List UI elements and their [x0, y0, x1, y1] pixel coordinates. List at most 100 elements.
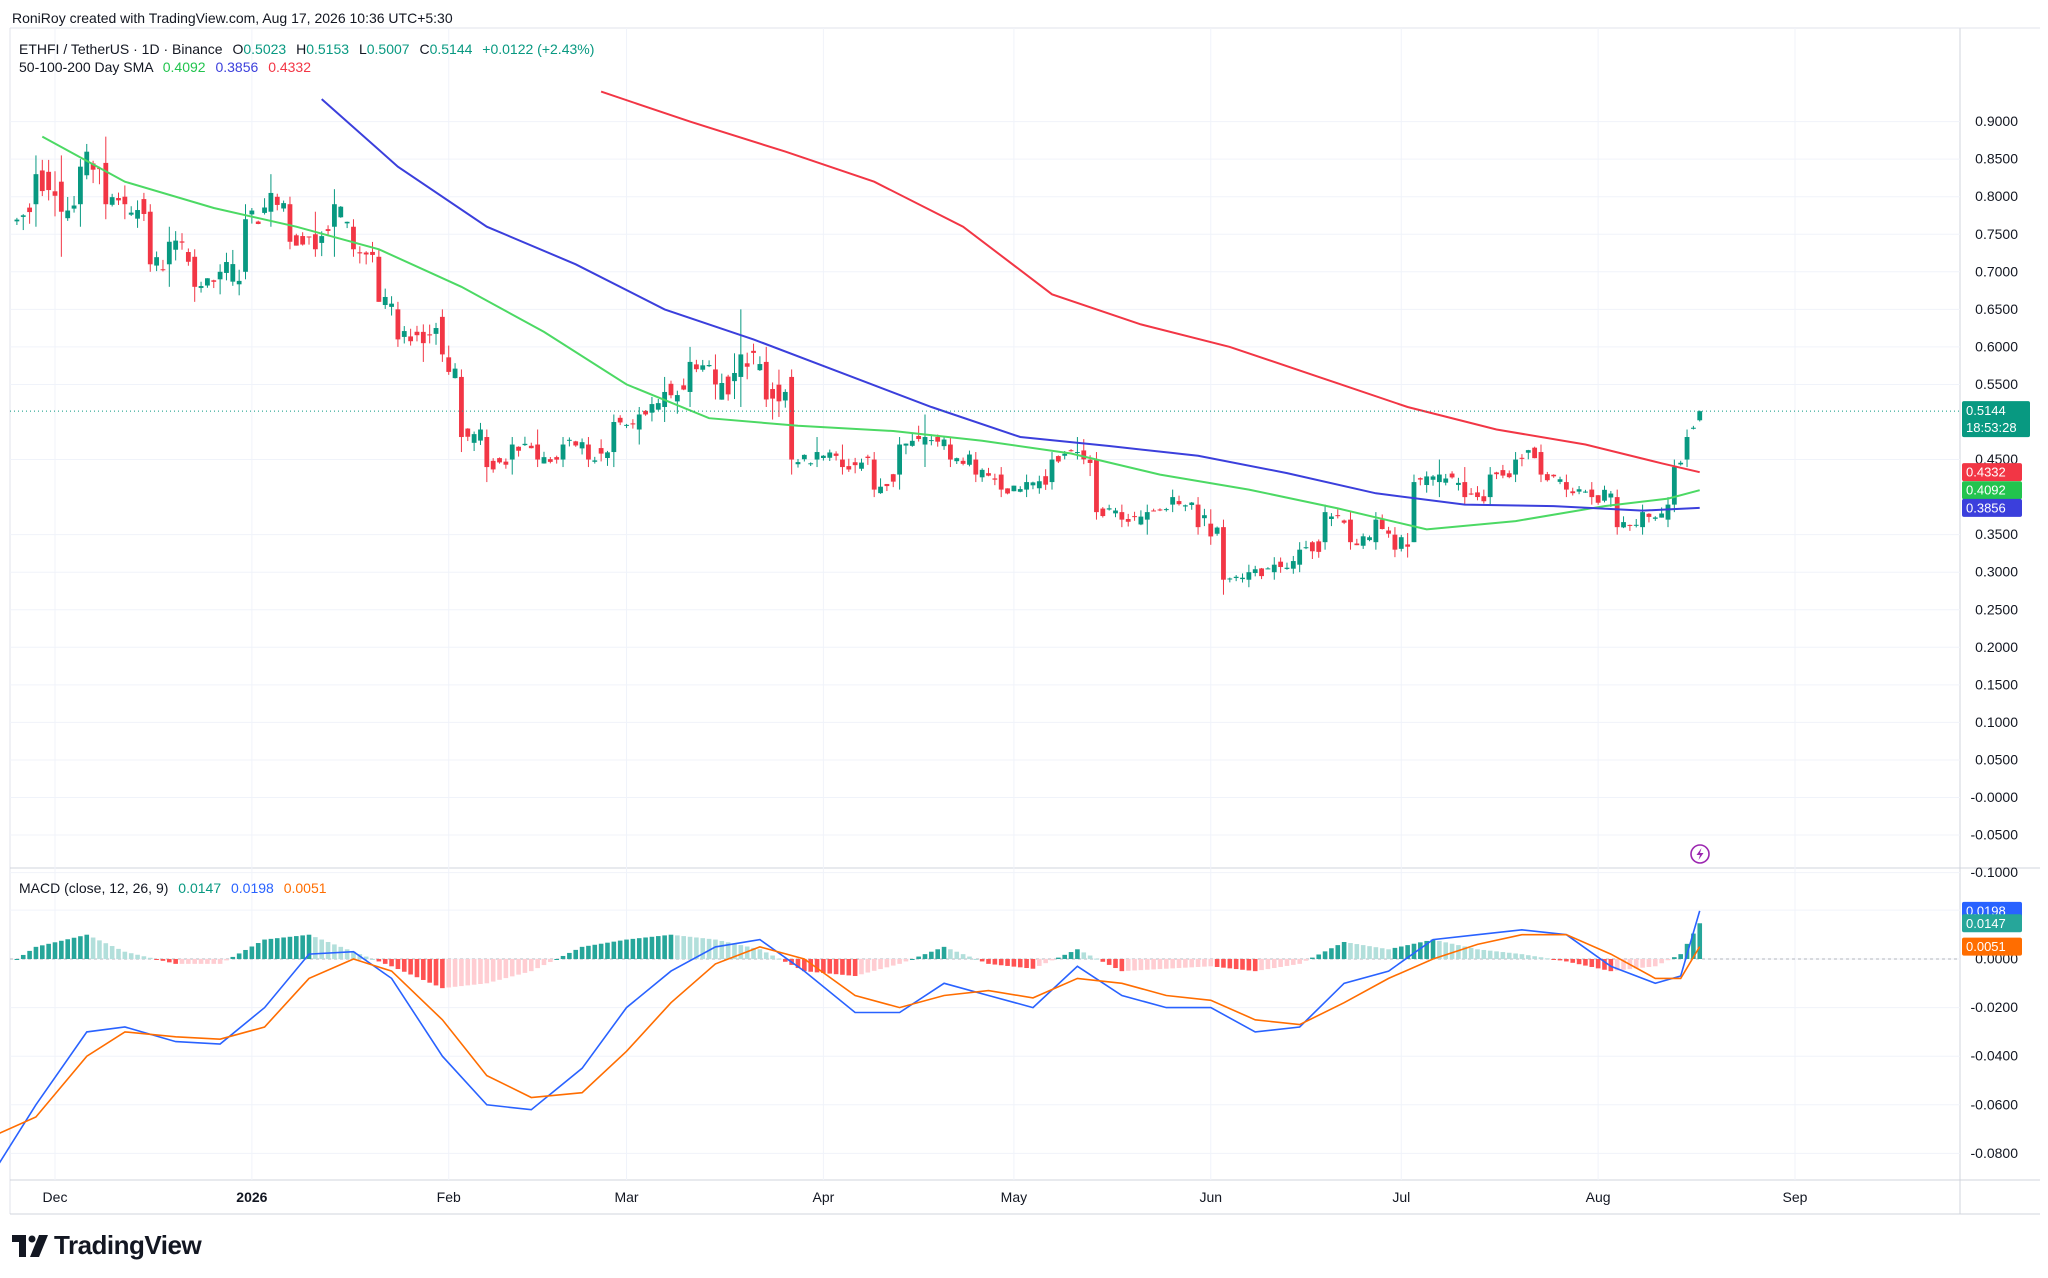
candle-body-up: [1240, 577, 1245, 580]
macd-hist-bar: [1589, 959, 1595, 967]
candle-body-up: [452, 368, 458, 379]
macd-hist-bar: [427, 959, 432, 983]
macd-hist-bar: [1551, 959, 1556, 960]
macd-hist-bar: [998, 959, 1004, 966]
macd-hist-bar: [1335, 945, 1341, 959]
macd-hist-bar: [1195, 959, 1201, 967]
candle-body-down: [420, 331, 426, 344]
price-tick-label: -0.0000: [1971, 789, 2019, 805]
macd-hist-bar: [909, 959, 915, 960]
macd-hist-bar: [922, 954, 928, 959]
candle-body-down: [992, 478, 998, 480]
macd-hist-bar: [1405, 945, 1410, 959]
candle-body-down: [1176, 501, 1182, 505]
candle-body-down: [27, 207, 32, 213]
candle-body-down: [713, 369, 718, 385]
countdown-label: 18:53:28: [1966, 420, 2017, 435]
candle-body-up: [878, 486, 883, 494]
macd-hist-bar: [1278, 959, 1283, 967]
macd-hist-bar: [770, 955, 775, 959]
candle-body-up: [1665, 504, 1671, 520]
candle-body-up: [782, 391, 788, 401]
candle-body-up: [128, 212, 134, 215]
candle-body-down: [871, 459, 877, 490]
macd-hist-bar: [567, 952, 572, 959]
macd-hist-bar: [59, 940, 64, 959]
macd-hist-bar: [440, 959, 445, 989]
candle-body-up: [135, 210, 140, 219]
macd-hist-bar: [954, 951, 960, 959]
macd-hist-bar: [122, 951, 128, 959]
macd-hist-bar: [675, 935, 680, 959]
macd-hist-bar: [694, 937, 699, 959]
macd-hist-bar: [1487, 950, 1493, 959]
candle-body-down: [1595, 495, 1601, 503]
lightning-bolt-shape: [1696, 848, 1704, 860]
macd-hist-bar: [1557, 959, 1563, 961]
time-tick-label: Jun: [1199, 1189, 1222, 1205]
macd-hist-bar: [1132, 959, 1137, 971]
candle-body-up: [173, 240, 179, 250]
candle-body-up: [605, 452, 610, 459]
macd-hist-bar: [484, 959, 490, 984]
macd-hist-bar: [1056, 957, 1061, 959]
candle-body-up: [71, 205, 77, 209]
candle-body-up: [706, 365, 712, 367]
macd-hist-bar: [655, 936, 661, 959]
macd-hist-bar: [1265, 959, 1271, 970]
macd-hist-bar: [128, 953, 134, 959]
candle-body-down: [1055, 456, 1061, 462]
macd-hist-bar: [192, 959, 198, 964]
macd-hist-bar: [1538, 957, 1544, 959]
macd-hist-bar: [116, 948, 121, 959]
macd-hist-bar: [1094, 958, 1099, 960]
macd-hist-bar: [535, 959, 540, 969]
candle-body-down: [916, 435, 922, 440]
candle-body-down: [1532, 447, 1538, 459]
macd-hist-bar: [979, 959, 985, 962]
price-tick-label: 0.4500: [1975, 451, 2018, 467]
macd-hist-bar: [332, 944, 337, 959]
macd-hist-bar: [84, 934, 90, 959]
candle-body-down: [1043, 476, 1049, 485]
price-tick-label: 0.1500: [1975, 676, 2018, 692]
candle-body-down: [46, 171, 52, 191]
candle-body-up: [1062, 453, 1068, 456]
macd-hist-bar: [351, 951, 356, 959]
candle-body-down: [744, 363, 750, 367]
price-tick-label: -0.1000: [1971, 864, 2019, 880]
macd-hist-bar: [141, 956, 147, 959]
macd-hist-bar: [1506, 952, 1512, 959]
macd-hist-bar: [1310, 957, 1315, 959]
macd-hist-bar: [897, 959, 902, 964]
candle-body-down: [414, 331, 420, 336]
macd-hist-bar: [782, 959, 788, 962]
time-tick-label: May: [1001, 1189, 1027, 1205]
macd-hist-bar: [1024, 959, 1029, 969]
candle-body-down: [211, 280, 217, 282]
candle-body-up: [579, 442, 585, 449]
candle-body-down: [586, 444, 591, 460]
price-tick-label: 0.1000: [1975, 714, 2018, 730]
candle-body-down: [1068, 450, 1074, 452]
macd-hist-bar: [1151, 959, 1156, 970]
macd-hist-bar: [960, 954, 966, 959]
macd-hist-bar: [1087, 955, 1093, 959]
macd-hist-bar: [97, 940, 102, 959]
candle-body-up: [262, 207, 267, 213]
candle-body-down: [255, 221, 261, 224]
macd-hist-bar: [1640, 959, 1645, 968]
candle-body-up: [1525, 450, 1531, 453]
macd-hist-bar: [1208, 959, 1214, 967]
macd-hist-bar: [560, 955, 566, 959]
candle-body-down: [1646, 513, 1652, 517]
macd-hist-bar: [452, 959, 458, 987]
macd-hist-bar: [1564, 959, 1569, 962]
candle-body-down: [547, 459, 553, 462]
macd-hist-bar: [1202, 959, 1207, 967]
macd-hist-bar: [1443, 942, 1449, 959]
macd-tick-label: -0.0800: [1971, 1145, 2019, 1161]
sma50-badge-bg: [1962, 481, 2022, 500]
candle-body-up: [198, 286, 204, 288]
